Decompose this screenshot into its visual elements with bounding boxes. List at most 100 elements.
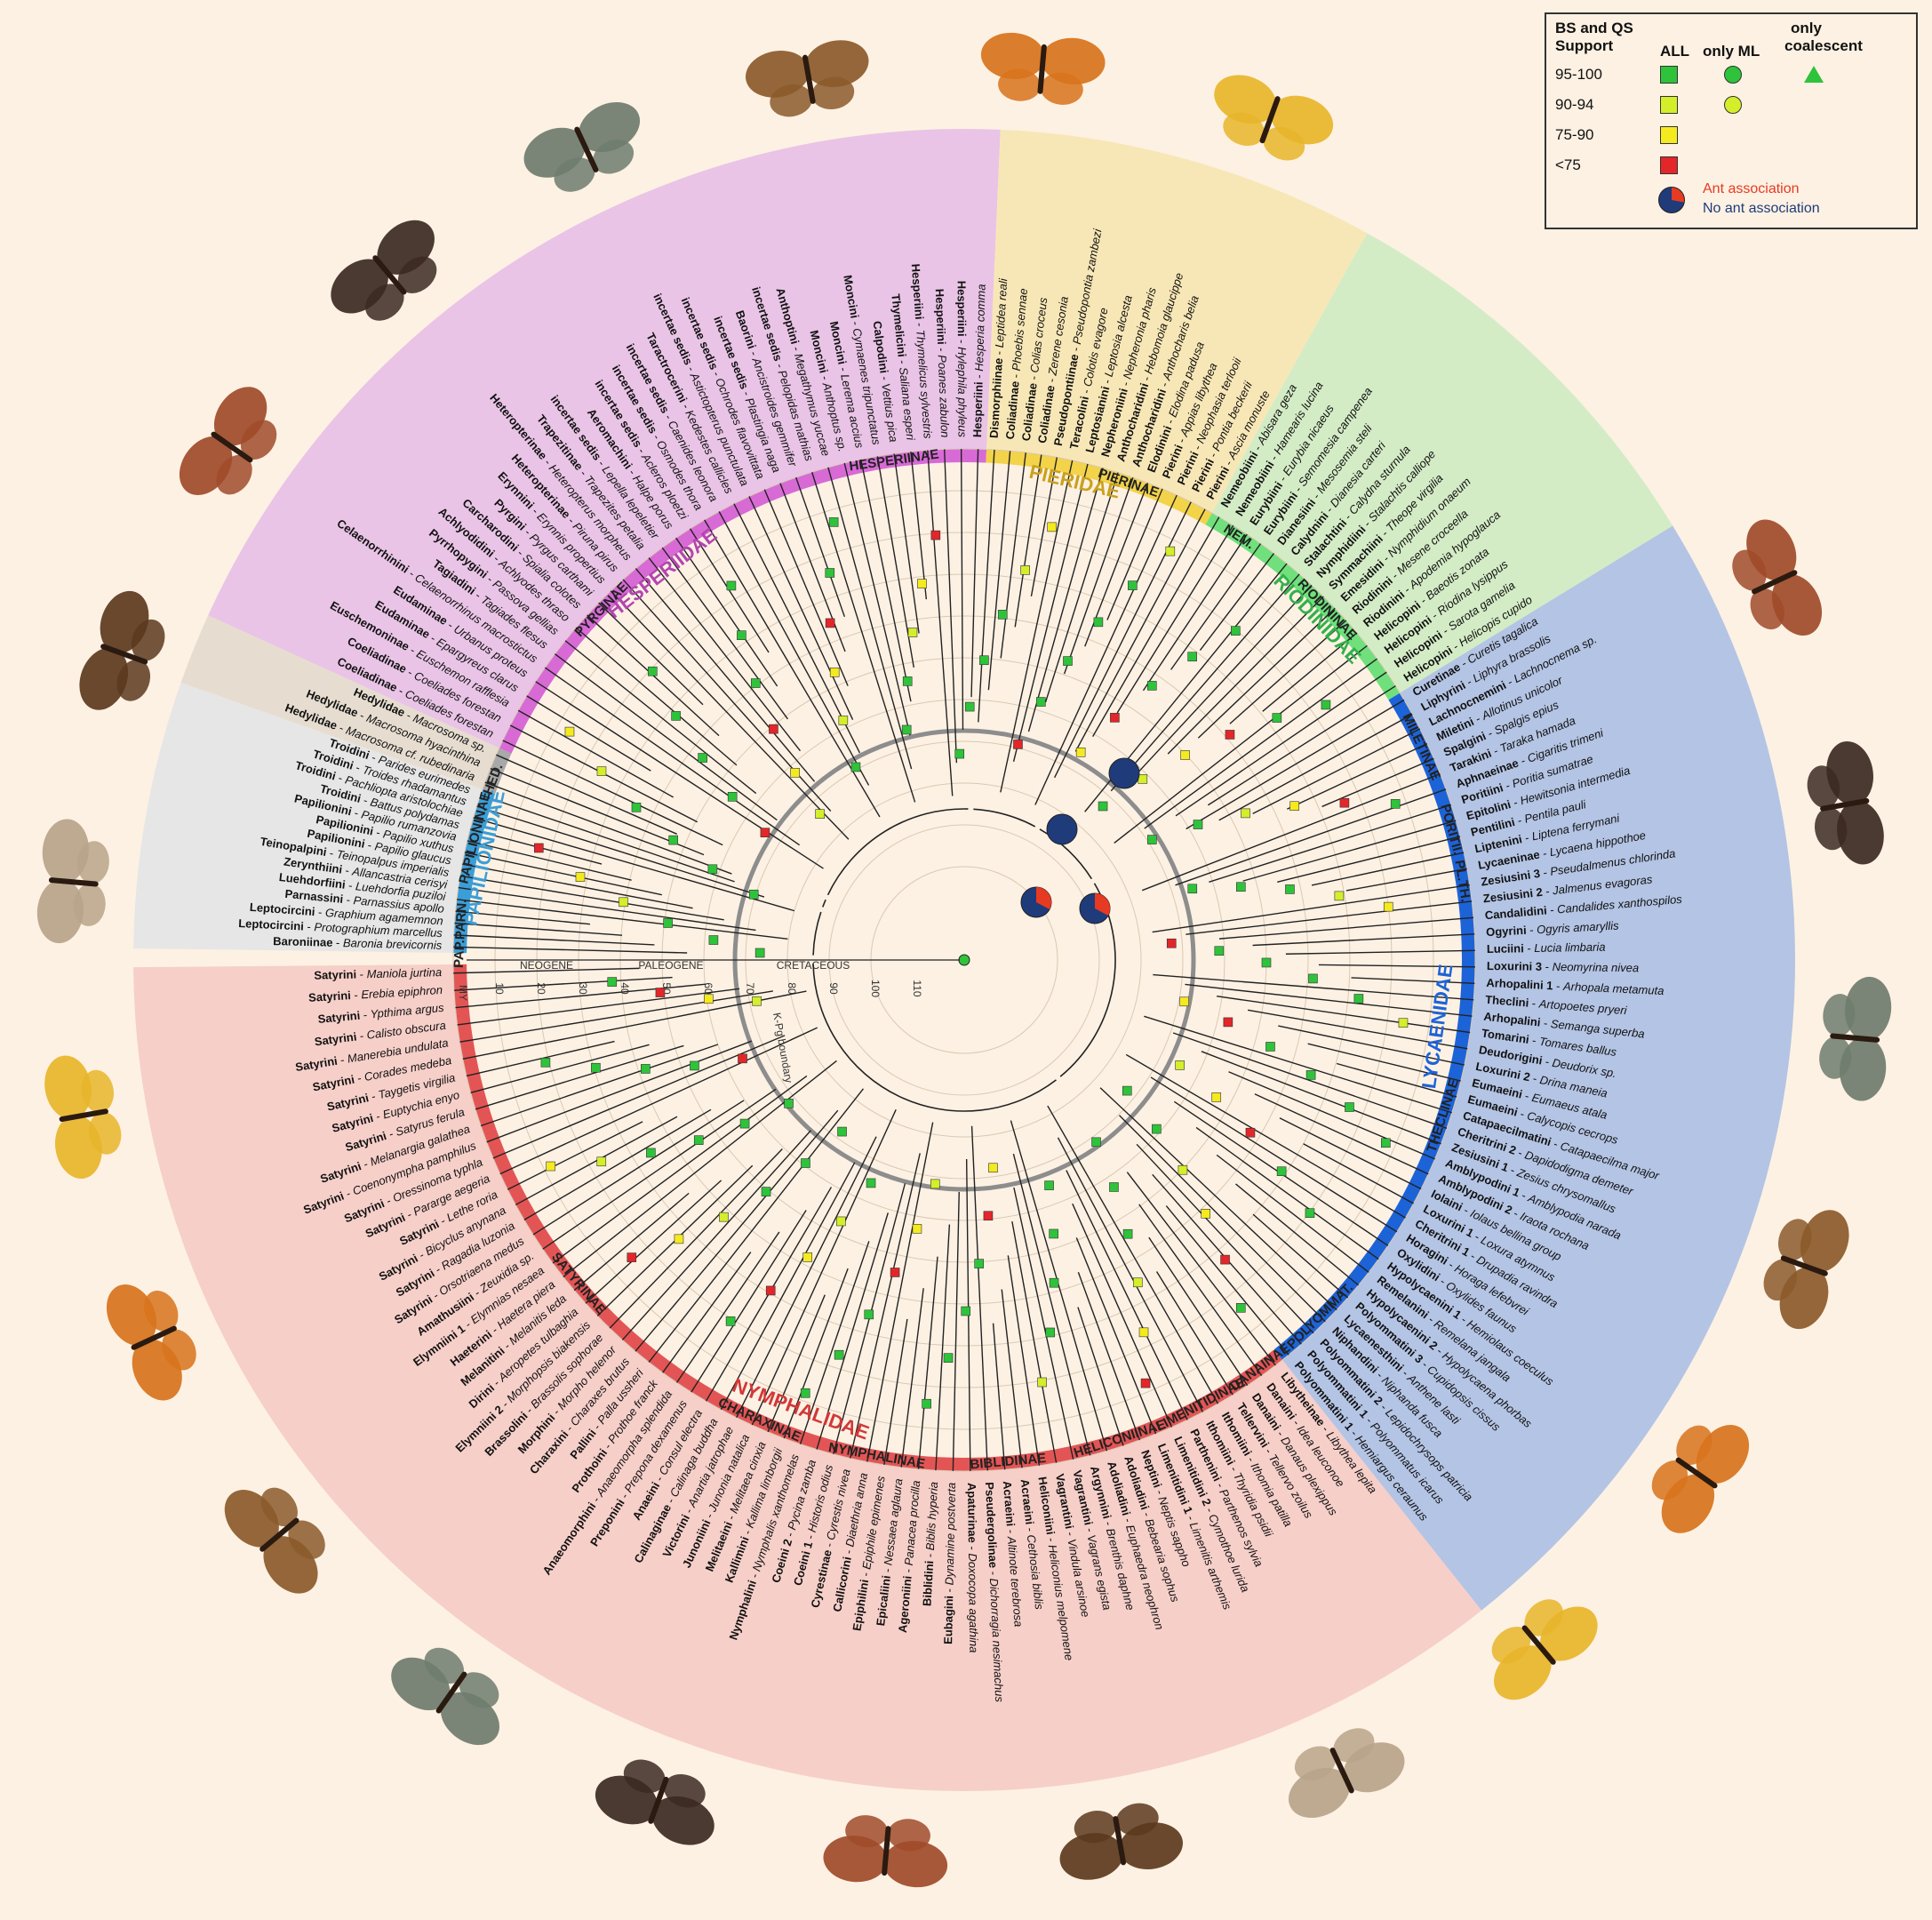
- butterfly-wing: [116, 659, 151, 701]
- butterfly-wing: [81, 1069, 115, 1113]
- time-ring-1: [452, 448, 1476, 1472]
- tree-branch: [883, 1318, 908, 1466]
- axis-tick-80: 80: [786, 982, 798, 995]
- tree-branch: [1138, 1204, 1263, 1376]
- axis-tick-100: 100: [869, 980, 882, 997]
- support-node: [1133, 1277, 1143, 1288]
- support-node: [1047, 522, 1057, 532]
- butterfly-body: [59, 1108, 108, 1123]
- support-node: [646, 1148, 656, 1158]
- leaf-label: Apaturinae - Doxocopa agathina: [965, 1483, 980, 1653]
- support-node: [1220, 1254, 1230, 1265]
- leaf-label: Arhopalini 1 - Arhopala metamuta: [1486, 976, 1665, 997]
- tree-branch: [609, 1148, 783, 1329]
- support-node: [930, 1179, 940, 1189]
- butterfly-body: [1752, 570, 1798, 595]
- support-node: [738, 1053, 747, 1064]
- tree-branch: [542, 1088, 777, 1250]
- support-node: [864, 1309, 874, 1320]
- butterfly-wing: [804, 40, 869, 87]
- tree-branch: [1066, 1170, 1188, 1420]
- tree-branch: [1195, 1126, 1379, 1260]
- butterfly-photo: [746, 40, 869, 117]
- support-node: [1122, 1228, 1133, 1239]
- legend-circle-lime: [1724, 96, 1742, 114]
- butterfly-wing: [770, 84, 812, 117]
- butterfly-photo: [1059, 1803, 1183, 1880]
- axis-tick-70: 70: [744, 982, 756, 995]
- support-node: [1245, 1127, 1256, 1138]
- support-node: [1036, 697, 1046, 707]
- tree-branch: [648, 557, 802, 752]
- support-node: [1321, 700, 1331, 710]
- support-node: [1305, 1070, 1316, 1080]
- leaf-label: Satyrini - Erebia epiphron: [308, 983, 443, 1004]
- butterfly-wing: [162, 1329, 196, 1371]
- butterfly-wing: [1288, 1767, 1350, 1819]
- support-node: [988, 1163, 998, 1173]
- butterfly-wing: [1837, 800, 1884, 865]
- butterfly-photo: [1819, 976, 1892, 1101]
- axis-period-0: NEOGENE: [520, 959, 573, 972]
- support-node: [1165, 546, 1176, 556]
- leaf-label: Hesperiini - Hesperia comma: [970, 284, 988, 437]
- leaf-label: Hesperiini - Poanes zabulon: [932, 289, 951, 438]
- butterfly-wing: [980, 32, 1045, 80]
- axis-unit: MY: [457, 985, 469, 1001]
- tree-branch: [799, 1241, 870, 1444]
- butterfly-wing: [106, 1284, 157, 1346]
- tree-branch: [935, 1224, 951, 1471]
- tree-branch: [1106, 488, 1163, 620]
- tree-branch: [1144, 658, 1377, 829]
- tree-branch: [1175, 788, 1447, 886]
- tree-branch: [1001, 1289, 1023, 1468]
- support-node: [1147, 835, 1157, 844]
- support-node: [1180, 750, 1190, 760]
- support-node: [1109, 1182, 1119, 1192]
- tree-branch: [1152, 884, 1470, 933]
- tree-branch: [763, 489, 849, 686]
- support-node: [802, 1252, 813, 1262]
- leaf-label: Baroniinae - Baronia brevicornis: [273, 935, 443, 953]
- support-node: [750, 678, 761, 688]
- clade-arc-hedylidae: [822, 899, 826, 908]
- tree-branch: [526, 695, 651, 772]
- support-node: [1383, 901, 1393, 912]
- clade-arc-pieridae: [973, 808, 1036, 828]
- support-node: [837, 1126, 847, 1137]
- tree-branch: [1000, 460, 1074, 793]
- butterfly-wing: [260, 1487, 298, 1527]
- legend-row-lt75: <75: [1555, 156, 1581, 173]
- support-node: [1398, 1018, 1409, 1028]
- tree-branch: [1077, 1307, 1124, 1446]
- tree-branch: [736, 1136, 877, 1419]
- support-node: [828, 517, 839, 527]
- butterfly-wing: [1844, 976, 1892, 1041]
- tree-branch: [1077, 1272, 1141, 1441]
- butterfly-wing: [579, 101, 641, 153]
- tree-branch: [893, 453, 920, 634]
- support-node: [769, 724, 778, 734]
- tree-branch: [515, 1116, 678, 1206]
- tree-branch: [502, 740, 723, 846]
- butterfly-wing: [1763, 1259, 1798, 1301]
- butterfly-body: [648, 1776, 669, 1824]
- tree-branch: [675, 1231, 780, 1383]
- legend-triangle-green: [1804, 66, 1824, 83]
- legend-square-red: [1660, 156, 1678, 174]
- tree-branch: [467, 840, 632, 881]
- tree-branch: [1012, 1153, 1091, 1456]
- butterfly-wing: [288, 1520, 325, 1559]
- clade-arc-nymphalidae: [812, 964, 1057, 1112]
- support-node: [739, 1118, 750, 1129]
- tree-branch: [1311, 852, 1465, 886]
- butterfly-wing: [1750, 588, 1784, 630]
- tree-branch: [987, 451, 1011, 691]
- tree-branch: [1013, 1187, 1074, 1460]
- tree-branch: [575, 627, 738, 766]
- leaf-label: Satyrini - Maniola jurtina: [314, 966, 442, 983]
- leaf-label: Loxurini 3 - Neomyrina nivea: [1487, 959, 1639, 974]
- support-node: [866, 1178, 876, 1188]
- butterfly-body: [100, 644, 148, 665]
